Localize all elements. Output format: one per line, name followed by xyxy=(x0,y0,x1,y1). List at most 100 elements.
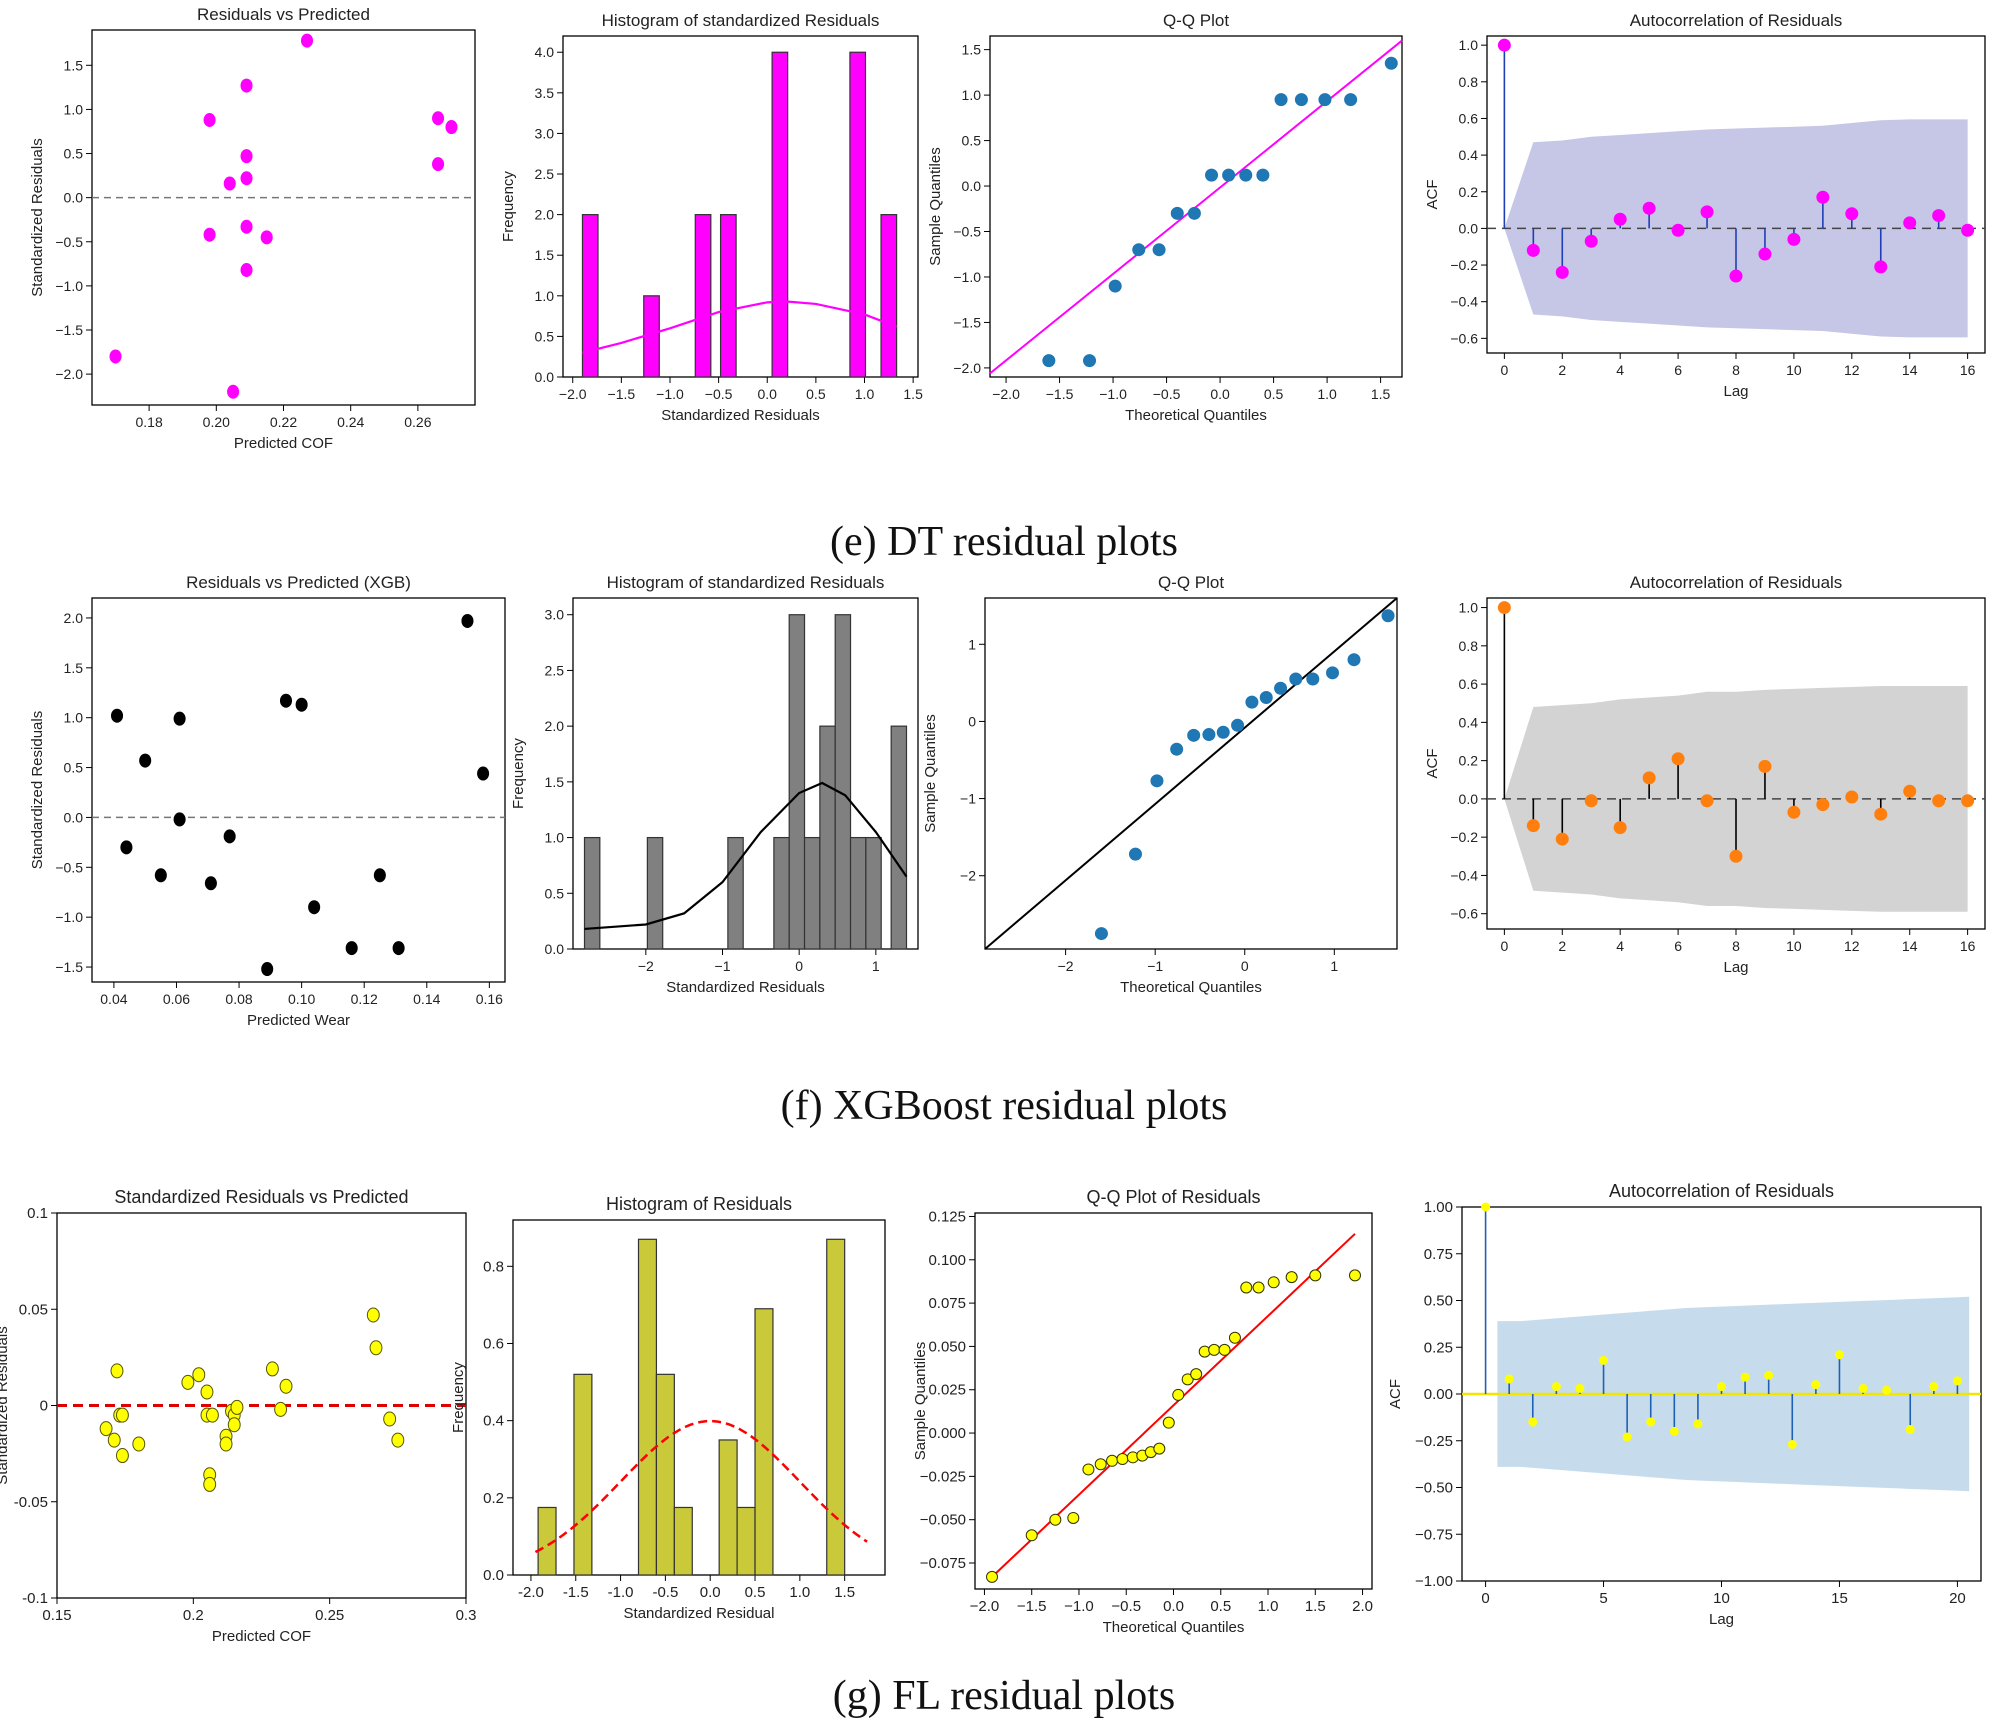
y-tick-label: 2.5 xyxy=(545,662,565,678)
y-axis-label: Frequency xyxy=(450,1362,467,1433)
x-tick-label: −1.5 xyxy=(608,386,636,402)
x-tick-label: 0.5 xyxy=(1210,1598,1231,1615)
y-tick-label: 1.0 xyxy=(64,710,84,726)
reference-line xyxy=(991,1233,1356,1578)
data-point xyxy=(1094,927,1108,941)
x-tick-label: -0.5 xyxy=(652,1584,678,1601)
chart-e1: 0.18 0.20 0.22 0.24 0.26 −2.0 −1.5 −1.0 −0.5 0.0 0… xyxy=(29,5,476,452)
acf-marker xyxy=(1816,798,1830,812)
data-point xyxy=(181,1374,195,1390)
y-tick-label: −0.5 xyxy=(953,224,981,240)
data-point xyxy=(274,1401,288,1417)
data-point xyxy=(461,613,474,628)
y-tick-label: 0.0 xyxy=(64,809,84,825)
data-point xyxy=(227,1417,241,1433)
acf-marker xyxy=(1669,1426,1679,1436)
x-tick-label: 15 xyxy=(1831,1590,1848,1607)
x-tick-label: 2 xyxy=(1558,362,1566,378)
y-tick-label: 2.0 xyxy=(535,207,555,223)
x-tick-label: −1.0 xyxy=(1064,1598,1094,1615)
data-point xyxy=(1259,691,1273,705)
acf-marker xyxy=(1642,771,1656,785)
x-tick-label: 1.5 xyxy=(1371,386,1391,402)
acf-marker xyxy=(1961,794,1975,808)
normal-pdf-curve xyxy=(534,1419,868,1554)
y-tick-label: 0.050 xyxy=(928,1338,966,1355)
histogram-bar xyxy=(834,614,852,950)
data-point xyxy=(308,900,321,915)
acf-marker xyxy=(1671,752,1685,766)
y-tick-label: 0.2 xyxy=(1459,753,1479,769)
acf-marker xyxy=(1874,260,1888,274)
axes-frame xyxy=(91,29,476,406)
chart-title: Histogram of standardized Residuals xyxy=(602,11,880,30)
acf-marker xyxy=(1961,223,1975,237)
y-tick-label: 0.6 xyxy=(1459,110,1479,126)
y-tick-label: −1.5 xyxy=(55,959,83,975)
x-tick-label: 8 xyxy=(1732,362,1740,378)
x-tick-label: −2.0 xyxy=(559,386,587,402)
chart-title: Histogram of standardized Residuals xyxy=(607,573,885,592)
acf-marker xyxy=(1834,1350,1844,1360)
histogram-bar xyxy=(849,51,867,378)
data-point xyxy=(1116,1453,1129,1466)
x-tick-label: 0.25 xyxy=(315,1607,344,1624)
y-tick-label: 4.0 xyxy=(535,44,555,60)
data-point xyxy=(1025,1529,1038,1542)
data-point xyxy=(107,1432,121,1448)
x-tick-label: −2 xyxy=(1058,958,1074,974)
data-point xyxy=(1252,1281,1265,1294)
x-axis-label: Theoretical Quantiles xyxy=(1103,1619,1245,1636)
y-tick-label: 1.5 xyxy=(962,42,982,58)
data-point xyxy=(1222,168,1236,182)
acf-marker xyxy=(1903,784,1917,798)
kde-curve xyxy=(582,300,897,354)
chart-title: Autocorrelation of Residuals xyxy=(1609,1181,1834,1201)
y-axis-label: Frequency xyxy=(510,738,527,809)
acf-marker xyxy=(1575,1383,1585,1393)
histogram-bar xyxy=(719,214,737,378)
y-tick-label: −0.2 xyxy=(1450,257,1478,273)
data-point xyxy=(279,1378,293,1394)
chart-f3: −2 −1 0 1 −2 −1 0 1 Q-Q Plot Theoretical Quantile… xyxy=(922,573,1398,996)
data-point xyxy=(1274,681,1288,695)
data-point xyxy=(1309,1269,1322,1282)
histogram-bar xyxy=(773,836,790,950)
y-tick-label: 1.0 xyxy=(64,101,84,117)
x-tick-label: 10 xyxy=(1786,938,1802,954)
x-tick-label: −0.5 xyxy=(705,386,733,402)
data-point xyxy=(1083,354,1097,368)
x-tick-label: 0 xyxy=(1241,958,1249,974)
y-tick-label: −0.050 xyxy=(920,1512,966,1529)
acf-marker xyxy=(1700,205,1714,219)
x-tick-label: 4 xyxy=(1616,362,1624,378)
data-point xyxy=(1187,206,1201,220)
histogram-bar xyxy=(673,1506,693,1576)
data-point xyxy=(1187,728,1201,742)
data-point xyxy=(1128,847,1142,861)
caption-dt: (e) DT residual plots xyxy=(830,519,1178,565)
data-point xyxy=(1170,742,1184,756)
x-tick-label: 12 xyxy=(1844,362,1860,378)
x-tick-label: 10 xyxy=(1786,362,1802,378)
chart-g1: 0.15 0.2 0.25 0.3 -0.1 -0.05 0 0.05 0.1 Standardi… xyxy=(0,1187,476,1645)
y-tick-label: 0.5 xyxy=(962,133,982,149)
data-point xyxy=(345,941,358,956)
data-point xyxy=(1205,168,1219,182)
histogram-bar xyxy=(655,1373,675,1576)
data-point xyxy=(432,157,445,172)
acf-marker xyxy=(1903,216,1917,230)
data-point xyxy=(392,941,405,956)
histogram-bar xyxy=(754,1308,774,1576)
x-axis-label: Predicted COF xyxy=(212,1628,311,1645)
data-point xyxy=(115,1448,129,1464)
acf-marker xyxy=(1551,1382,1561,1392)
y-tick-label: 0 xyxy=(968,713,976,729)
x-tick-label: 0.18 xyxy=(135,414,162,430)
x-tick-label: -1.0 xyxy=(608,1584,634,1601)
acf-marker xyxy=(1740,1372,1750,1382)
x-tick-label: 1.0 xyxy=(1317,386,1337,402)
acf-marker xyxy=(1787,232,1801,246)
axes-frame xyxy=(512,1219,886,1576)
data-point xyxy=(200,1384,214,1400)
